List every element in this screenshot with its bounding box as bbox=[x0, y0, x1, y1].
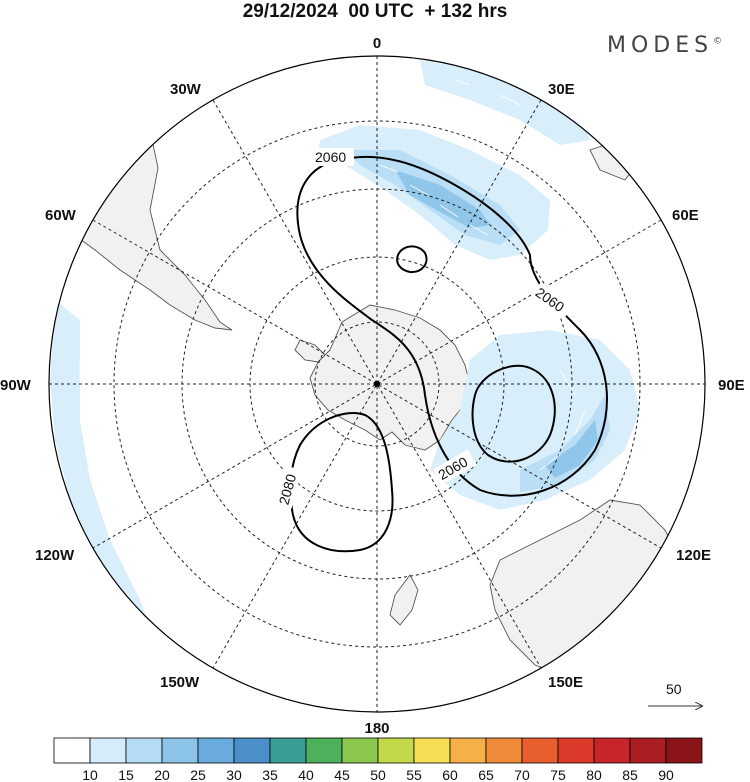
colorbar-swatch bbox=[449, 737, 487, 764]
wind-vectors bbox=[79, 79, 586, 541]
colorbar-label: 65 bbox=[478, 767, 494, 782]
contour-2060-main bbox=[296, 155, 608, 497]
colorbar-label: 35 bbox=[262, 767, 278, 782]
contour-2080 bbox=[289, 412, 394, 553]
brand-logo: MODES© bbox=[607, 33, 722, 58]
lon-label-120w: 120W bbox=[35, 547, 75, 564]
colorbar-swatch bbox=[161, 737, 199, 764]
colorbar-label: 85 bbox=[622, 767, 638, 782]
contour-label-2080: 2080 bbox=[276, 472, 300, 506]
contour-small-loop bbox=[396, 245, 428, 274]
lon-label-120e: 120E bbox=[676, 547, 711, 564]
colorbar-swatch bbox=[233, 737, 271, 764]
brand-name: MODES bbox=[607, 33, 714, 58]
vector-reference-label: 50 bbox=[666, 681, 682, 697]
land-australia bbox=[489, 499, 691, 681]
colorbar-swatch bbox=[665, 737, 703, 764]
colorbar-label: 75 bbox=[550, 767, 566, 782]
colorbar-label: 50 bbox=[370, 767, 386, 782]
map-boundary bbox=[48, 55, 706, 713]
lon-label-30e: 30E bbox=[548, 81, 575, 98]
colorbar: 10 15 20 25 30 35 40 45 50 55 60 65 70 75 80 85 90 bbox=[53, 737, 703, 782]
lon-label-150e: 150E bbox=[548, 674, 583, 691]
colorbar-label: 80 bbox=[586, 767, 602, 782]
colorbar-label: 55 bbox=[406, 767, 422, 782]
shade-ring-east-max bbox=[545, 420, 598, 478]
lon-label-0: 0 bbox=[373, 35, 381, 52]
lon-label-150w: 150W bbox=[160, 674, 200, 691]
height-contours bbox=[289, 155, 608, 553]
colorbar-label: 25 bbox=[190, 767, 206, 782]
land-africa-tip bbox=[589, 139, 641, 181]
lon-label-60w: 60W bbox=[45, 207, 77, 224]
lon-label-60e: 60E bbox=[672, 207, 699, 224]
wind-speed-shading bbox=[50, 60, 640, 660]
graticule bbox=[49, 56, 705, 712]
colorbar-swatch bbox=[125, 737, 163, 764]
colorbar-swatch bbox=[557, 737, 595, 764]
pole-marker bbox=[374, 381, 380, 387]
land-new-zealand bbox=[389, 574, 419, 626]
shade-africa-band bbox=[420, 60, 590, 145]
colorbar-label: 90 bbox=[658, 767, 674, 782]
lon-label-90w: 90W bbox=[0, 377, 32, 394]
colorbar-label: 30 bbox=[226, 767, 242, 782]
colorbar-label: 10 bbox=[82, 767, 98, 782]
lon-label-90e: 90E bbox=[718, 377, 745, 394]
colorbar-swatch bbox=[485, 737, 523, 764]
colorbar-swatch bbox=[305, 737, 343, 764]
map-title: 29/12/2024 00 UTC + 132 hrs bbox=[242, 1, 508, 22]
shade-jet-north-max bbox=[395, 170, 490, 228]
colorbar-swatch bbox=[269, 737, 307, 764]
colorbar-swatch bbox=[593, 737, 631, 764]
colorbar-swatch bbox=[53, 737, 91, 764]
colorbar-label: 60 bbox=[442, 767, 458, 782]
colorbar-swatch bbox=[89, 737, 127, 764]
colorbar-label: 45 bbox=[334, 767, 350, 782]
colorbar-swatch bbox=[377, 737, 415, 764]
colorbar-swatch bbox=[197, 737, 235, 764]
colorbar-swatch bbox=[629, 737, 667, 764]
colorbar-swatch bbox=[521, 737, 559, 764]
colorbar-swatch bbox=[341, 737, 379, 764]
colorbar-label: 20 bbox=[154, 767, 170, 782]
shade-west-band bbox=[50, 300, 160, 660]
colorbar-label: 40 bbox=[298, 767, 314, 782]
land-peninsula bbox=[294, 339, 326, 363]
contour-2060-inner-ring bbox=[471, 364, 556, 463]
lon-label-30w: 30W bbox=[170, 81, 202, 98]
colorbar-label: 15 bbox=[118, 767, 134, 782]
colorbar-swatch bbox=[413, 737, 451, 764]
copyright-mark: © bbox=[713, 36, 723, 47]
colorbar-label: 70 bbox=[514, 767, 530, 782]
land-south-america bbox=[49, 129, 233, 331]
contour-label-2060-a: 2060 bbox=[315, 149, 346, 165]
lon-label-180: 180 bbox=[364, 720, 389, 737]
vector-reference: 50 bbox=[648, 681, 702, 706]
longitude-labels: 0 180 90W 90E 30W 60W 120W 150W 30E 60E … bbox=[0, 35, 745, 737]
